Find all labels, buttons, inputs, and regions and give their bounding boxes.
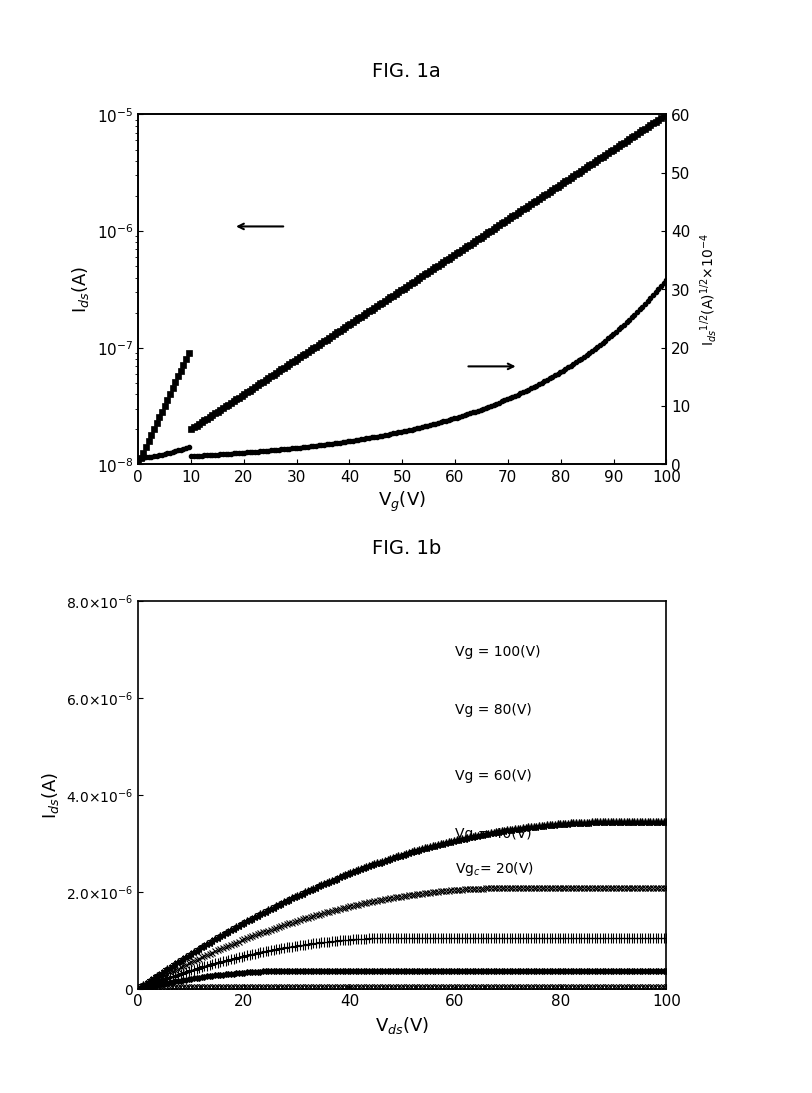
X-axis label: V$_{ds}$(V): V$_{ds}$(V) xyxy=(375,1014,429,1035)
Y-axis label: I$_{ds}$$^{1/2}$(A)$^{1/2}$×10$^{-4}$: I$_{ds}$$^{1/2}$(A)$^{1/2}$×10$^{-4}$ xyxy=(697,233,718,346)
X-axis label: V$_g$(V): V$_g$(V) xyxy=(378,490,425,514)
Text: Vg = 60(V): Vg = 60(V) xyxy=(455,768,531,783)
Text: Vg$_c$= 20(V): Vg$_c$= 20(V) xyxy=(455,860,533,878)
Y-axis label: I$_{ds}$(A): I$_{ds}$(A) xyxy=(70,266,91,314)
Y-axis label: I$_{ds}$(A): I$_{ds}$(A) xyxy=(40,772,61,819)
Text: Vg = 40(V): Vg = 40(V) xyxy=(455,827,531,841)
Text: FIG. 1a: FIG. 1a xyxy=(372,61,440,81)
Text: Vg = 100(V): Vg = 100(V) xyxy=(455,645,540,659)
Text: Vg = 80(V): Vg = 80(V) xyxy=(455,703,531,717)
Text: FIG. 1b: FIG. 1b xyxy=(371,539,441,559)
